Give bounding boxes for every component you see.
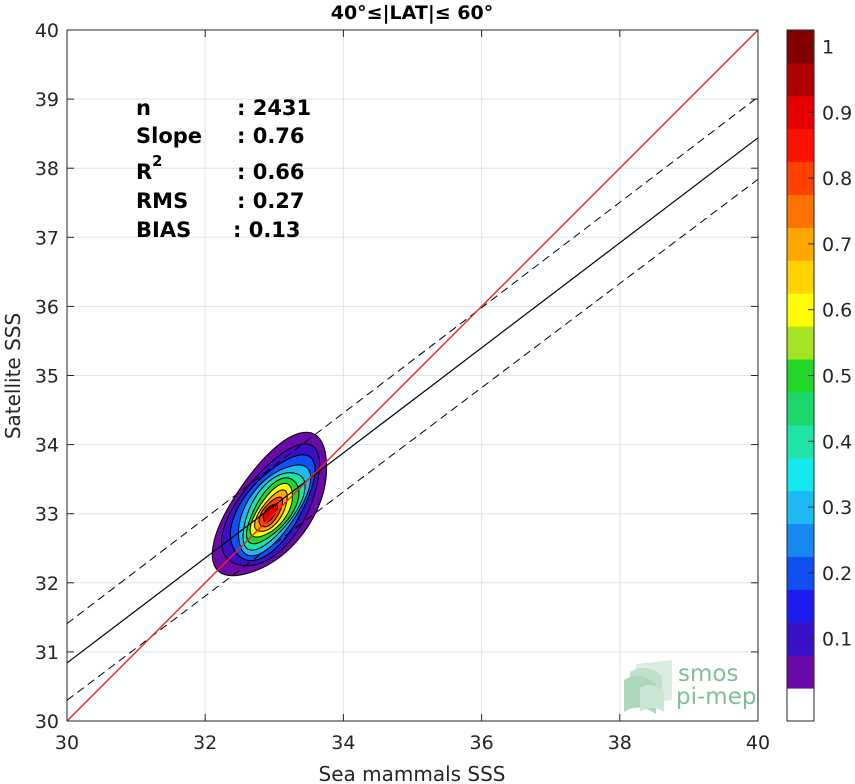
x-tick-label: 38: [608, 732, 632, 754]
x-axis-label: Sea mammals SSS: [319, 762, 506, 784]
logo-line-2: pi-mep: [676, 684, 756, 710]
grid: [66, 29, 759, 722]
fit-line: [67, 137, 758, 664]
stat-r2-value: : 0.66: [237, 160, 305, 184]
identity-line: [67, 30, 758, 721]
colorbar-tick-label: 0.9: [822, 102, 852, 124]
stat-n-label: n: [136, 96, 151, 120]
colorbar: 0.1 0.2 0.3 0.4 0.5 0.6 0.7 0.8 0.9 1: [786, 29, 852, 722]
x-tick-label: 40: [746, 732, 770, 754]
colorbar-segment: [787, 655, 814, 689]
x-tick-label: 32: [193, 732, 217, 754]
colorbar-segment: [787, 688, 814, 722]
x-tick-label: 30: [55, 732, 79, 754]
density-contours: [211, 431, 328, 577]
y-tick-label: 39: [35, 89, 59, 111]
y-axis-label: Satellite SSS: [1, 313, 25, 439]
y-tick-label: 34: [35, 435, 59, 457]
stat-n-value: : 2431: [237, 96, 311, 120]
stat-r2-label: R: [136, 160, 152, 184]
chart-title: 40°≤|LAT|≤ 60°: [331, 2, 494, 24]
colorbar-segment: [787, 326, 814, 360]
colorbar-tick-label: 0.2: [822, 563, 852, 585]
y-tick-label: 40: [35, 20, 59, 42]
stat-slope-value: : 0.76: [237, 124, 305, 148]
stat-rms-label: RMS: [136, 189, 188, 213]
colorbar-tick-label: 0.3: [822, 497, 852, 519]
colorbar-segment: [787, 62, 814, 97]
colorbar-segment: [787, 128, 814, 163]
colorbar-tick-label: 0.7: [822, 234, 852, 256]
y-tick-label: 35: [35, 366, 59, 388]
y-tick-label: 30: [35, 711, 59, 733]
colorbar-tick-label: 0.1: [822, 629, 852, 651]
stat-slope-label: Slope: [136, 124, 202, 148]
fit-lower-bound-line: [67, 178, 758, 701]
regression-lines: [67, 30, 758, 721]
colorbar-segment: [787, 523, 814, 557]
stat-bias-value: : 0.13: [233, 218, 301, 242]
colorbar-tick-label: 0.5: [822, 366, 852, 388]
y-tick-label: 38: [35, 158, 59, 180]
colorbar-tick-label: 0.4: [822, 431, 852, 453]
colorbar-segment: [787, 260, 814, 294]
y-tick-label: 32: [35, 573, 59, 595]
stat-bias-label: BIAS: [136, 218, 191, 242]
stats-box: n : 2431 Slope : 0.76 R 2 : 0.66 RMS : 0…: [136, 96, 311, 242]
x-tick-label: 36: [470, 732, 494, 754]
y-tick-label: 36: [35, 296, 59, 318]
colorbar-tick-label: 0.6: [822, 300, 852, 322]
logo-line-1: smos: [678, 661, 738, 687]
y-tick-label: 37: [35, 227, 59, 249]
x-tick-label: 34: [331, 732, 355, 754]
colorbar-tick-label: 0.8: [822, 168, 852, 190]
stat-r2-superscript: 2: [152, 152, 162, 170]
axis-ticks: 30 32 34 36 38 40 30 31 32 33 34 35 36 37 38 39 40: [35, 20, 770, 754]
colorbar-segment: [787, 457, 814, 492]
smos-pi-mep-logo: smos pi-mep: [624, 660, 756, 714]
colorbar-segment: [787, 589, 814, 623]
y-tick-label: 33: [35, 504, 59, 526]
stat-rms-value: : 0.27: [237, 189, 305, 213]
fit-upper-bound-line: [67, 96, 758, 624]
colorbar-segment: [787, 194, 814, 228]
colorbar-tick-label: 1: [822, 36, 834, 58]
colorbar-segment: [787, 391, 814, 426]
wave-stack-icon: [624, 660, 672, 714]
y-tick-label: 31: [35, 642, 59, 664]
